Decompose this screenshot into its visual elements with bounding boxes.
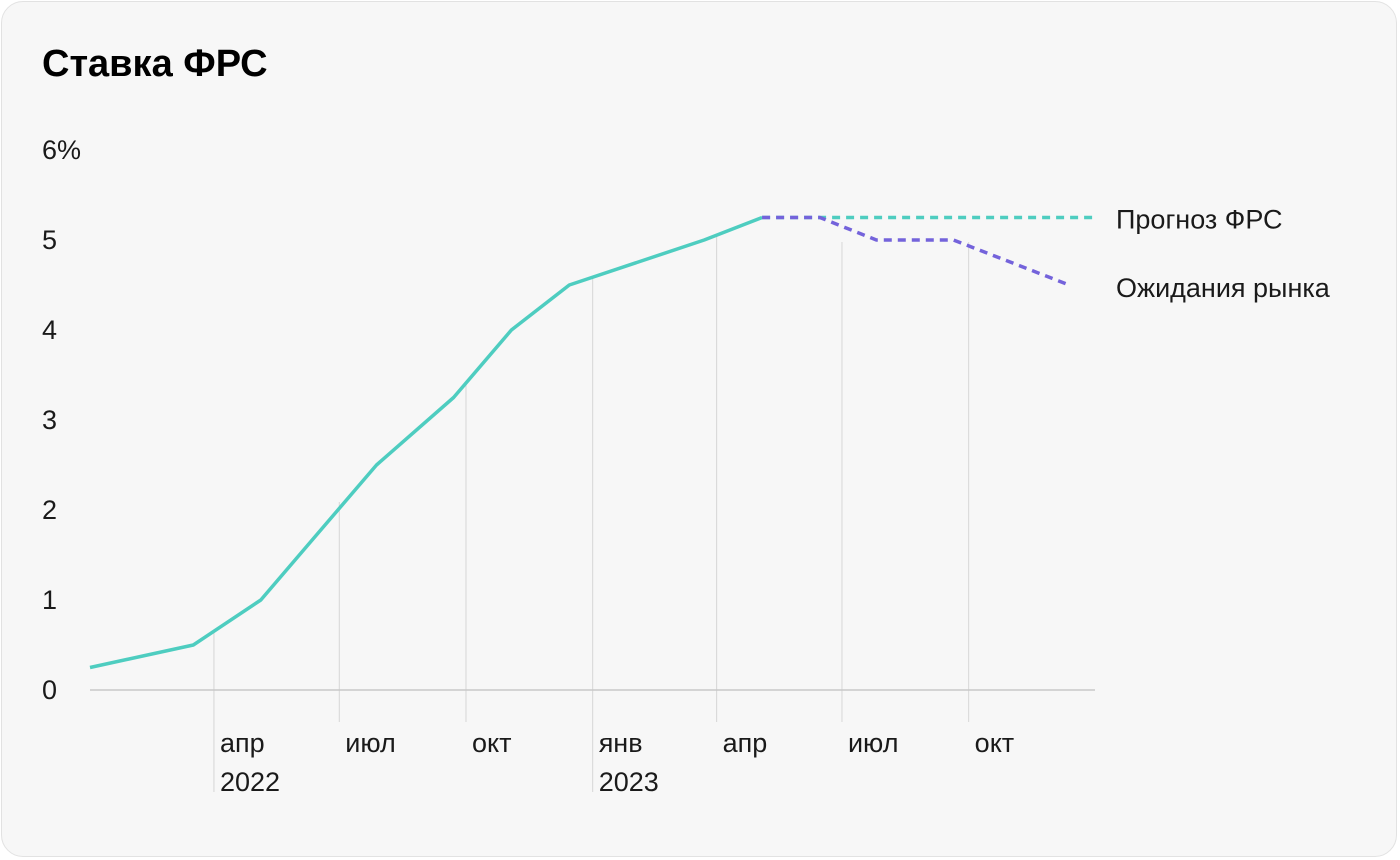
x-tick-label: апр <box>723 728 768 758</box>
x-tick-label: окт <box>472 728 512 758</box>
x-tick-label: окт <box>975 728 1015 758</box>
legend-label-fed-forecast: Прогноз ФРС <box>1116 205 1283 235</box>
x-tick-label: июл <box>345 728 396 758</box>
x-tick-label: апр <box>220 728 265 758</box>
x-tick-label: июл <box>848 728 899 758</box>
y-tick-label: 1 <box>42 585 57 615</box>
x-year-label: 2022 <box>220 767 280 797</box>
legend-label-market-expectations: Ожидания рынка <box>1116 273 1331 303</box>
y-tick-label: 2 <box>42 495 57 525</box>
y-tick-label: 0 <box>42 675 57 705</box>
y-tick-label: 3 <box>42 405 57 435</box>
series-line-fed-rate <box>89 215 763 670</box>
series-line-market-expectations <box>762 215 1070 287</box>
y-tick-label: 6% <box>42 135 81 165</box>
x-tick-label: янв <box>599 728 643 758</box>
chart-title: Ставка ФРС <box>42 43 268 85</box>
y-tick-label: 4 <box>42 315 57 345</box>
x-year-label: 2023 <box>599 767 659 797</box>
y-tick-label: 5 <box>42 225 57 255</box>
